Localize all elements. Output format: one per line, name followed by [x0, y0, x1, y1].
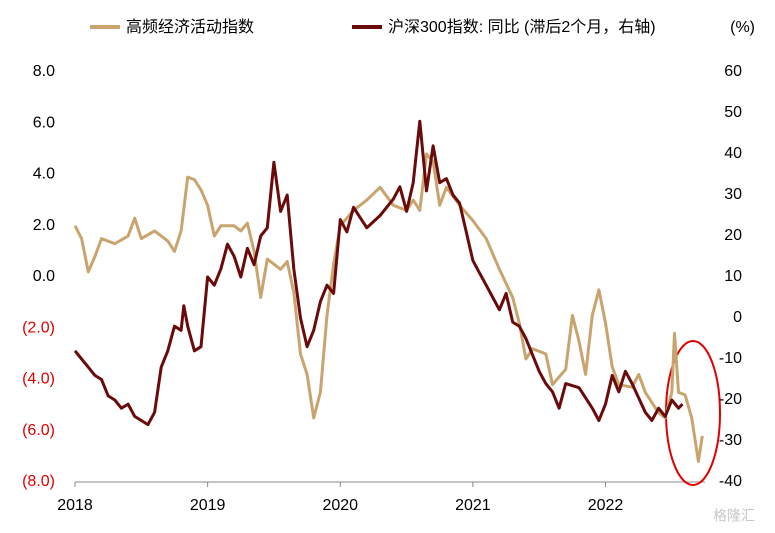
y-tick-label: 6.0	[33, 114, 55, 131]
y-tick-label: (8.0)	[22, 473, 55, 490]
y-tick-label: 2.0	[33, 217, 55, 234]
x-tick-label: 2021	[455, 497, 491, 514]
legend-label: 沪深300指数: 同比 (滞后2个月，右轴)	[388, 18, 656, 36]
y2-tick-label: 30	[724, 186, 742, 203]
y2-tick-label: 20	[724, 227, 742, 244]
y2-tick-label: -30	[719, 432, 742, 449]
y2-axis-label: (%)	[730, 19, 755, 36]
y2-tick-label: 60	[724, 63, 742, 80]
x-tick-label: 2019	[190, 497, 226, 514]
y-tick-label: 0.0	[33, 268, 55, 285]
y2-tick-label: 0	[733, 309, 742, 326]
y2-tick-label: -40	[719, 473, 742, 490]
legend-label: 高频经济活动指数	[126, 18, 254, 36]
y2-tick-label: 40	[724, 145, 742, 162]
y-tick-label: 8.0	[33, 63, 55, 80]
y2-tick-label: 10	[724, 268, 742, 285]
series-line	[73, 152, 704, 463]
x-tick-label: 2022	[588, 497, 624, 514]
x-tick-label: 2020	[322, 497, 358, 514]
y2-tick-label: -10	[719, 350, 742, 367]
y-tick-label: 4.0	[33, 166, 55, 183]
watermark: 格隆汇	[713, 508, 755, 524]
y-tick-label: (6.0)	[22, 422, 55, 439]
series-line	[73, 119, 684, 427]
y2-tick-label: 50	[724, 104, 742, 121]
y-tick-label: (4.0)	[22, 371, 55, 388]
x-tick-label: 2018	[57, 497, 93, 514]
y2-tick-label: -20	[719, 391, 742, 408]
y-tick-label: (2.0)	[22, 319, 55, 336]
